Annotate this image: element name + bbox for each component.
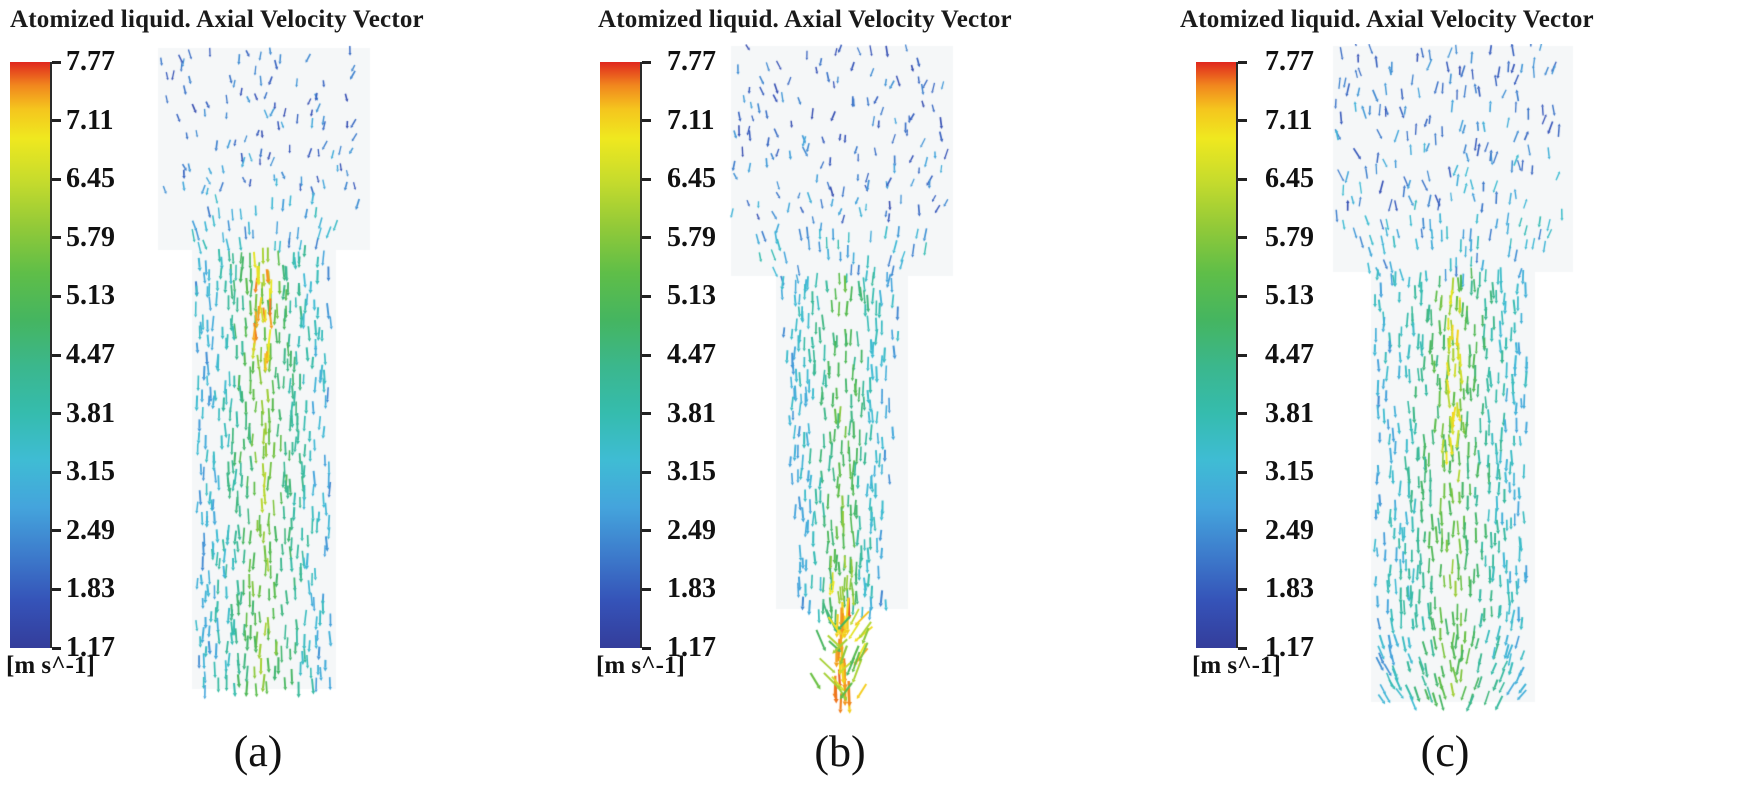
colorbar-tick xyxy=(52,236,61,240)
colorbar-tick xyxy=(642,294,651,298)
colorbar-tick xyxy=(1238,236,1247,240)
colorbar-tick-label: 4.47 xyxy=(66,339,115,370)
colorbar-gradient xyxy=(600,62,642,648)
colorbar-tick xyxy=(642,60,651,64)
colorbar-tick xyxy=(52,646,61,650)
colorbar-tick xyxy=(642,236,651,240)
vector-field-canvas-a xyxy=(109,44,419,716)
colorbar-tick xyxy=(52,60,61,64)
panel-c-units: [m s^-1] xyxy=(1192,652,1281,679)
panel-b: Atomized liquid. Axial Velocity Vector 7… xyxy=(588,0,1166,794)
colorbar-tick xyxy=(642,412,651,416)
panel-c-caption: (c) xyxy=(1420,727,1470,776)
colorbar-tick xyxy=(52,119,61,123)
colorbar-tick xyxy=(52,294,61,298)
colorbar-tick xyxy=(1238,60,1247,64)
colorbar-tick xyxy=(52,470,61,474)
colorbar-tick-label: 6.45 xyxy=(66,163,115,195)
colorbar-tick xyxy=(642,587,651,591)
colorbar-tick xyxy=(52,412,61,416)
colorbar-gradient xyxy=(10,62,52,648)
colorbar-tick xyxy=(1238,177,1247,181)
panel-a-colorbar-labels: 7.77 7.11 6.45 5.79 5.13 4.47 3.81 3.15 2.49 1.83… xyxy=(66,47,156,663)
colorbar-tick xyxy=(52,177,61,181)
colorbar-tick xyxy=(1238,412,1247,416)
colorbar-tick xyxy=(642,470,651,474)
colorbar-tick xyxy=(1238,646,1247,650)
colorbar-tick xyxy=(1238,529,1247,533)
colorbar-gradient xyxy=(1196,62,1238,648)
panel-b-title: Atomized liquid. Axial Velocity Vector xyxy=(598,6,1012,33)
colorbar-tick-label: 5.79 xyxy=(66,221,115,253)
colorbar-tick xyxy=(642,646,651,650)
vector-field-canvas-b xyxy=(690,44,1000,716)
colorbar-tick-label: 7.77 xyxy=(66,46,115,77)
colorbar-tick xyxy=(1238,119,1247,123)
colorbar-tick-label: 3.15 xyxy=(66,456,115,488)
panel-c-title: Atomized liquid. Axial Velocity Vector xyxy=(1180,6,1594,33)
colorbar-tick-label: 5.13 xyxy=(66,280,115,312)
colorbar-tick xyxy=(52,587,61,591)
colorbar-tick-marks xyxy=(1238,60,1250,650)
panel-b-caption: (b) xyxy=(814,727,866,776)
colorbar-tick xyxy=(1238,587,1247,591)
vector-field-canvas-c xyxy=(1298,44,1608,716)
colorbar-tick xyxy=(642,353,651,357)
colorbar-tick-label: 1.83 xyxy=(66,573,115,605)
panel-a-colorbar xyxy=(10,60,61,650)
colorbar-tick-label: 1.17 xyxy=(66,632,115,663)
colorbar-tick-marks xyxy=(642,60,654,650)
panel-b-units: [m s^-1] xyxy=(596,652,685,679)
colorbar-tick xyxy=(52,529,61,533)
colorbar-tick-label: 3.81 xyxy=(66,397,115,429)
colorbar-tick xyxy=(642,177,651,181)
colorbar-tick-label: 7.11 xyxy=(66,104,114,136)
panel-c: Atomized liquid. Axial Velocity Vector 7… xyxy=(1168,0,1743,794)
colorbar-tick xyxy=(1238,353,1247,357)
colorbar-tick xyxy=(1238,470,1247,474)
colorbar-tick-label: 2.49 xyxy=(66,514,115,546)
panel-b-colorbar xyxy=(600,60,651,650)
colorbar-tick-marks xyxy=(52,60,64,650)
panel-a-units: [m s^-1] xyxy=(6,652,95,679)
colorbar-tick xyxy=(642,119,651,123)
colorbar-tick xyxy=(642,529,651,533)
panel-a-title: Atomized liquid. Axial Velocity Vector xyxy=(10,6,424,33)
panel-c-colorbar xyxy=(1196,60,1247,650)
colorbar-tick xyxy=(52,353,61,357)
panel-a: Atomized liquid. Axial Velocity Vector 7… xyxy=(0,0,578,794)
colorbar-tick xyxy=(1238,294,1247,298)
panel-a-caption: (a) xyxy=(233,727,283,776)
